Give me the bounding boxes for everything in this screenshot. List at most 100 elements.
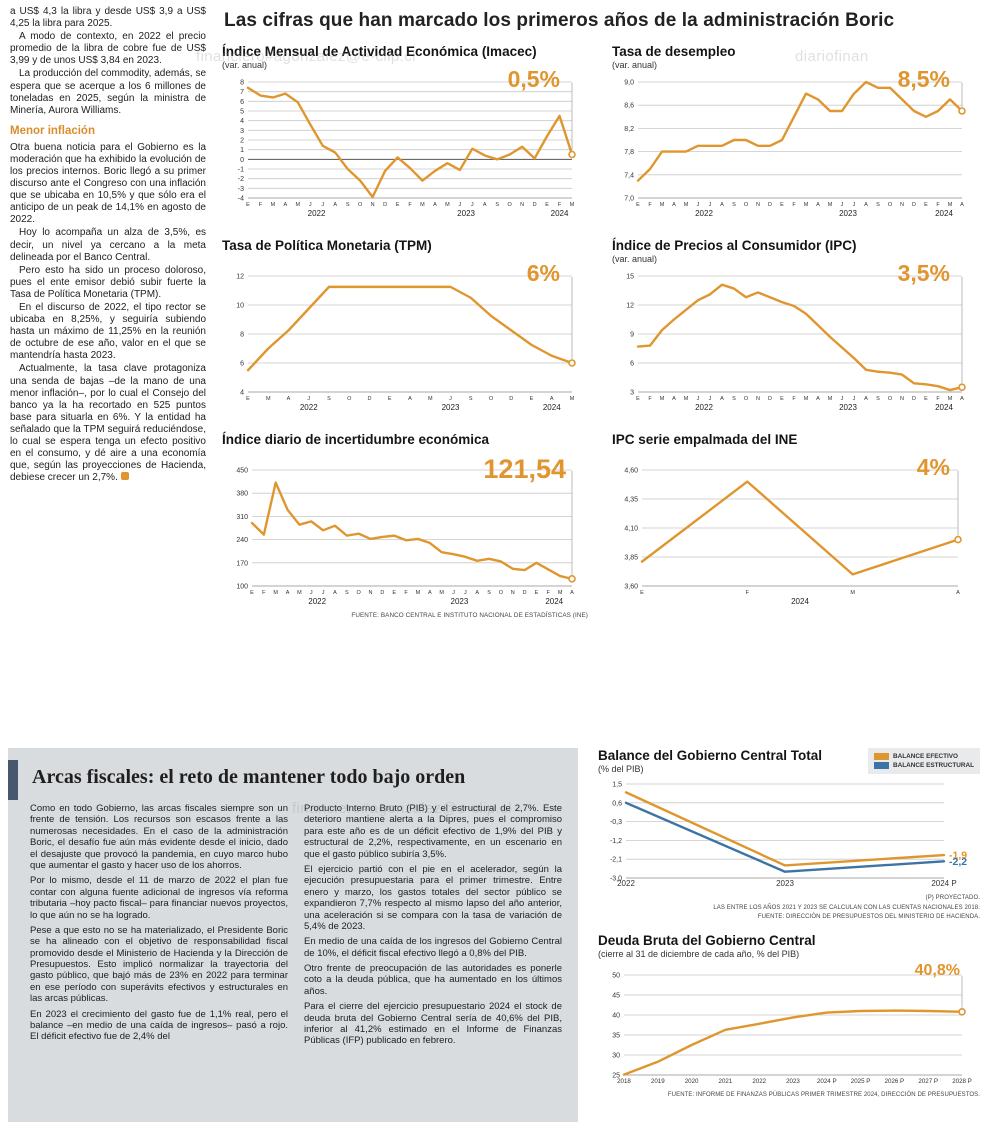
chart-balance: Balance del Gobierno Central Total (% de…: [598, 748, 980, 923]
legend-swatch-estructural: [874, 762, 890, 769]
svg-text:E: E: [250, 590, 254, 596]
svg-text:-3: -3: [238, 186, 244, 193]
svg-text:2023: 2023: [451, 597, 469, 606]
fiscal-charts-column: Balance del Gobierno Central Total (% de…: [598, 748, 980, 1122]
svg-text:4,10: 4,10: [624, 526, 638, 533]
svg-text:D: D: [383, 202, 387, 208]
fiscal-paragraph: En medio de una caída de los ingresos de…: [304, 936, 562, 959]
legend-item-efectivo: BALANCE EFECTIVO: [874, 753, 974, 760]
balance-line-plot: 1,5 0,6 -0,3 -1,2 -2,1 -3,0 2022 2023 2024 P -1,9…: [598, 776, 980, 892]
article-paragraph: Actualmente, la tasa clave protagoniza u…: [10, 363, 206, 484]
chart-title: Índice Mensual de Actividad Económica (I…: [222, 44, 537, 59]
svg-text:F: F: [547, 590, 551, 596]
svg-text:-2: -2: [238, 176, 244, 183]
svg-text:E: E: [396, 202, 400, 208]
svg-text:E: E: [246, 202, 250, 208]
svg-text:A: A: [864, 396, 868, 402]
svg-text:2026 P: 2026 P: [885, 1078, 905, 1085]
svg-text:N: N: [756, 202, 760, 208]
svg-text:N: N: [520, 202, 524, 208]
svg-text:2028 P: 2028 P: [952, 1078, 972, 1085]
svg-text:J: J: [471, 202, 474, 208]
svg-text:O: O: [744, 396, 749, 402]
svg-text:2022: 2022: [695, 403, 713, 412]
chart-ipc: Índice de Precios al Consumidor (IPC) (v…: [612, 238, 978, 416]
svg-text:M: M: [439, 590, 444, 596]
svg-text:F: F: [262, 590, 266, 596]
svg-text:2: 2: [240, 138, 244, 145]
svg-text:-2,1: -2,1: [610, 857, 622, 864]
fiscal-paragraph: Otro frente de preocupación de las autor…: [304, 963, 562, 997]
fiscal-paragraph: Como en todo Gobierno, las arcas fiscale…: [30, 803, 288, 871]
svg-text:2023: 2023: [839, 403, 857, 412]
svg-text:O: O: [347, 396, 352, 402]
svg-text:S: S: [732, 396, 736, 402]
chart-incertidumbre: Índice diario de incertidumbre económica…: [222, 432, 588, 619]
svg-text:2018: 2018: [617, 1078, 631, 1085]
svg-text:2022: 2022: [695, 209, 713, 218]
chart-desempleo: Tasa de desempleo (var. anual) 8,5% 9,0 8…: [612, 44, 978, 222]
bottom-section: Arcas fiscales: el reto de mantener todo…: [8, 748, 980, 1122]
svg-text:A: A: [672, 202, 676, 208]
svg-text:9: 9: [630, 332, 634, 339]
svg-text:A: A: [960, 396, 964, 402]
svg-text:J: J: [464, 590, 467, 596]
svg-text:N: N: [900, 202, 904, 208]
svg-text:310: 310: [236, 514, 248, 521]
svg-text:A: A: [287, 396, 291, 402]
svg-text:M: M: [273, 590, 278, 596]
chart-title: Índice diario de incertidumbre económica: [222, 432, 490, 447]
chart-subtitle: (var. anual): [222, 60, 268, 70]
svg-text:2019: 2019: [651, 1078, 665, 1085]
svg-text:E: E: [246, 396, 250, 402]
svg-text:J: J: [841, 396, 844, 402]
svg-text:-3,0: -3,0: [610, 876, 622, 883]
svg-text:E: E: [924, 396, 928, 402]
svg-text:E: E: [780, 396, 784, 402]
svg-text:D: D: [768, 396, 772, 402]
svg-text:4: 4: [240, 118, 244, 125]
svg-text:-1,9: -1,9: [949, 850, 967, 862]
svg-text:M: M: [948, 202, 953, 208]
svg-text:S: S: [495, 202, 499, 208]
svg-text:A: A: [433, 202, 437, 208]
svg-text:S: S: [469, 396, 473, 402]
svg-text:J: J: [322, 590, 325, 596]
chart-subtitle: (var. anual): [612, 60, 658, 70]
page-title: Las cifras que han marcado los primeros …: [224, 10, 895, 31]
svg-text:6: 6: [240, 99, 244, 106]
svg-text:2024 P: 2024 P: [817, 1078, 837, 1085]
svg-text:2023: 2023: [457, 209, 475, 218]
svg-text:S: S: [487, 590, 491, 596]
value-callout: 40,8%: [914, 961, 960, 979]
svg-text:2022: 2022: [308, 597, 326, 606]
fiscal-article-box: Arcas fiscales: el reto de mantener todo…: [8, 748, 578, 1122]
svg-text:M: M: [416, 590, 421, 596]
svg-text:E: E: [392, 590, 396, 596]
fiscal-paragraph: En 2023 el crecimiento del gasto fue de …: [30, 1008, 288, 1043]
svg-text:100: 100: [236, 584, 248, 591]
svg-text:M: M: [828, 202, 833, 208]
svg-text:M: M: [948, 396, 953, 402]
svg-text:2023: 2023: [442, 403, 460, 412]
svg-text:A: A: [864, 202, 868, 208]
svg-text:D: D: [368, 396, 372, 402]
svg-text:2022: 2022: [752, 1078, 766, 1085]
svg-text:40: 40: [612, 1012, 620, 1019]
chart-title: Tasa de Política Monetaria (TPM): [222, 238, 432, 253]
svg-text:2024: 2024: [545, 597, 563, 606]
svg-text:N: N: [511, 590, 515, 596]
chart-subtitle: (cierre al 31 de diciembre de cada año, …: [598, 948, 800, 959]
chart-footnote: FUENTE: INFORME DE FINANZAS PÚBLICAS PRI…: [667, 1091, 980, 1098]
svg-text:6: 6: [630, 361, 634, 368]
svg-text:2023: 2023: [839, 209, 857, 218]
svg-text:A: A: [286, 590, 290, 596]
svg-text:A: A: [960, 202, 964, 208]
svg-text:J: J: [697, 202, 700, 208]
svg-text:-4: -4: [238, 196, 244, 203]
svg-text:0: 0: [240, 157, 244, 164]
svg-text:E: E: [780, 202, 784, 208]
value-callout: 0,5%: [507, 66, 560, 92]
value-callout: 3,5%: [897, 260, 950, 286]
